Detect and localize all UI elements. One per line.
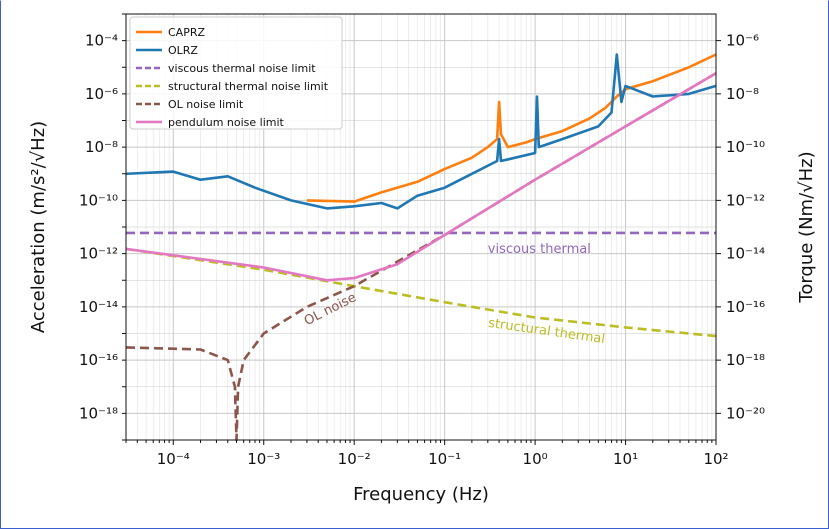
series-line-5 — [125, 72, 717, 282]
y-tick-label: 10⁻⁸ — [85, 138, 118, 156]
y-tick-label: 10⁻¹⁸ — [79, 404, 118, 422]
series-line-1 — [125, 53, 717, 210]
y-tick-label: 10⁻¹⁴ — [79, 298, 118, 316]
legend-label: structural thermal noise limit — [168, 80, 329, 93]
legend-label: pendulum noise limit — [168, 116, 285, 129]
y2-tick-label: 10⁻¹⁸ — [726, 351, 765, 369]
y2-tick-label: 10⁻⁸ — [726, 85, 759, 103]
y2-tick-label: 10⁻¹⁰ — [726, 138, 765, 156]
x-tick-label: 10⁻² — [338, 450, 371, 468]
legend: CAPRZ OLRZ viscous thermal noise limit stru… — [129, 16, 343, 130]
y-tick-label: 10⁻¹⁶ — [79, 351, 118, 369]
x-tick-label: 10⁻¹ — [428, 450, 461, 468]
x-tick-label: 10⁰ — [523, 450, 548, 468]
legend-label: OL noise limit — [168, 98, 244, 111]
legend-label: viscous thermal noise limit — [168, 62, 316, 75]
y2-tick-label: 10⁻²⁰ — [726, 404, 765, 422]
x-axis-label: Frequency (Hz) — [353, 484, 489, 505]
y2-tick-label: 10⁻¹⁴ — [726, 245, 765, 263]
x-tick-label: 10² — [703, 450, 728, 468]
y-tick-label: 10⁻⁶ — [85, 85, 118, 103]
series-line-0 — [306, 53, 717, 203]
y-tick-label: 10⁻¹⁰ — [79, 191, 118, 209]
legend-box — [129, 16, 343, 130]
x-tick-label: 10¹ — [613, 450, 638, 468]
y-tick-label: 10⁻⁴ — [85, 32, 118, 50]
y2-tick-label: 10⁻¹⁶ — [726, 298, 765, 316]
y2-tick-label: 10⁻⁶ — [726, 32, 759, 50]
annotation-label: viscous thermal — [488, 242, 591, 257]
series-line-3 — [125, 247, 717, 338]
y-axis-label: Acceleration (m/s²/√Hz) — [28, 121, 49, 333]
ticks: 10⁻⁴ 10⁻³ 10⁻² 10⁻¹ 10⁰ 10¹ 10² 10⁻¹⁸ 10⁻¹⁶ 10⁻¹⁴… — [79, 13, 765, 468]
x-tick-label: 10⁻⁴ — [157, 450, 190, 468]
y-tick-label: 10⁻¹² — [79, 245, 118, 263]
legend-label: CAPRZ — [168, 26, 205, 39]
x-tick-label: 10⁻³ — [247, 450, 280, 468]
y2-tick-label: 10⁻¹² — [726, 191, 765, 209]
y2-axis-label: Torque (Nm/√Hz) — [796, 151, 817, 303]
legend-label: OLRZ — [168, 44, 198, 57]
series-layer — [125, 53, 717, 442]
